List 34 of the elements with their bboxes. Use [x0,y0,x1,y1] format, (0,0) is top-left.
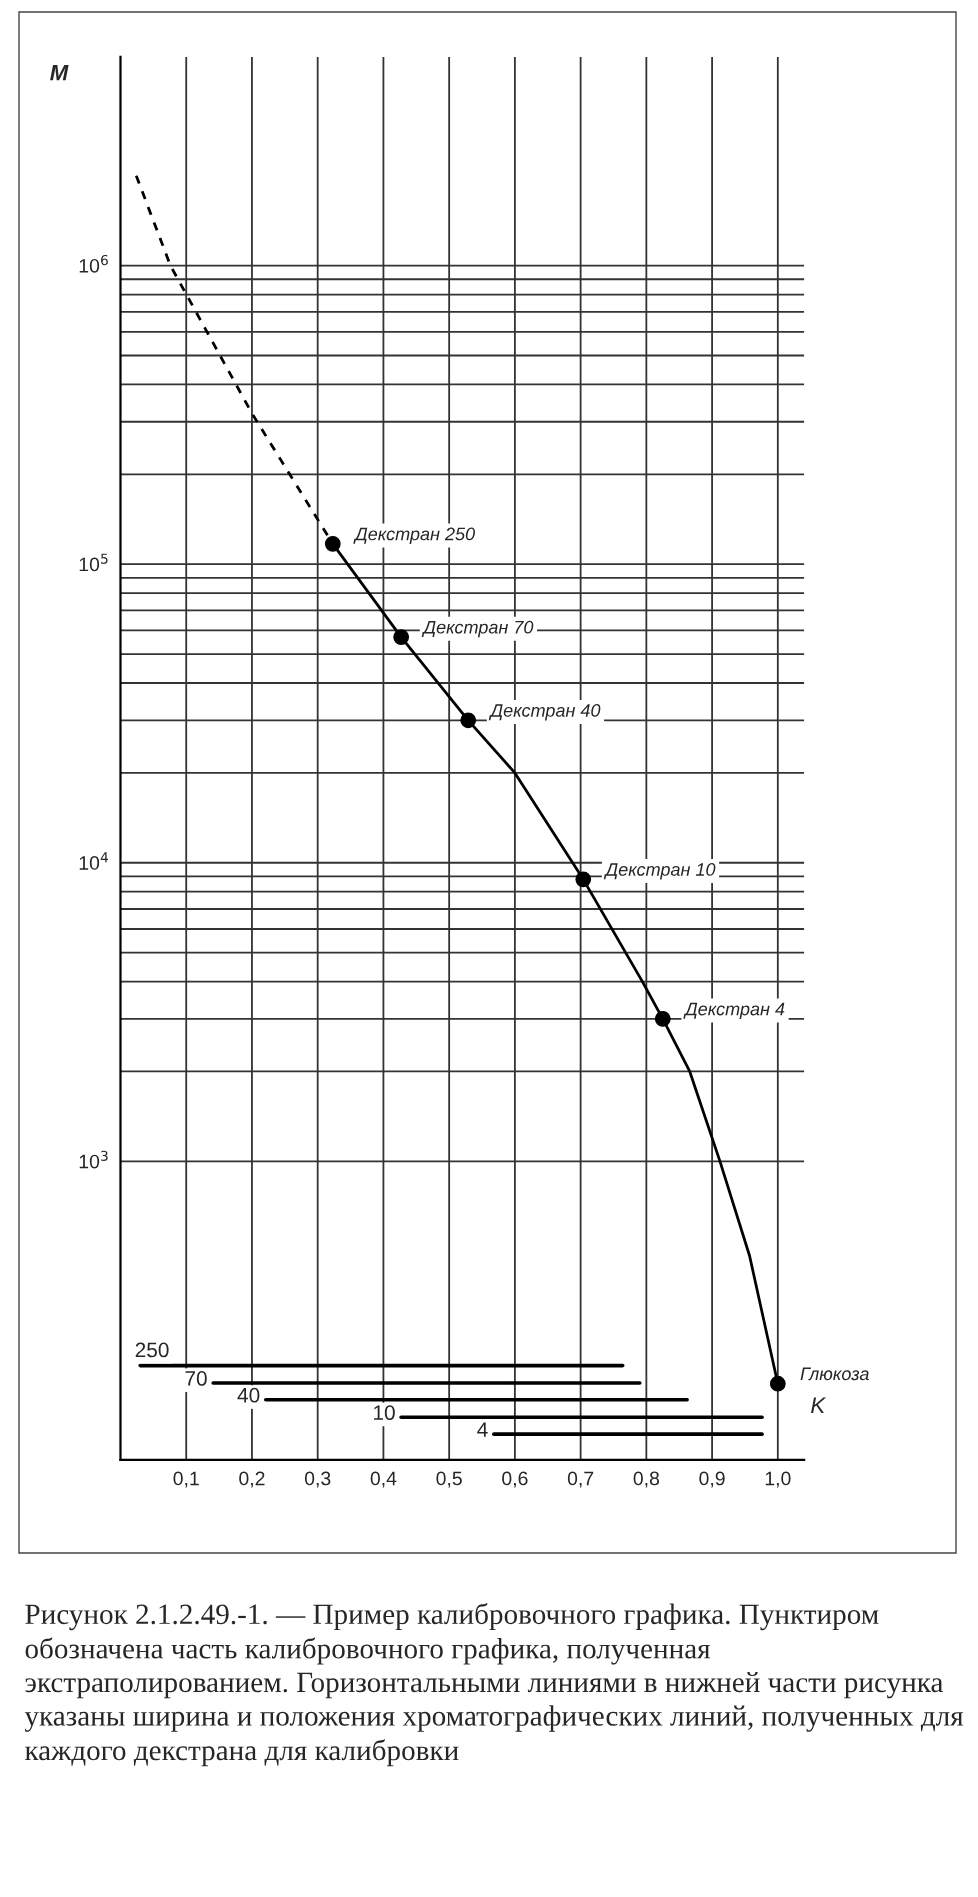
series-label: 10 [374,1405,395,1421]
y-axis-title: M [50,65,69,81]
y-tick-label: 10$^{4}$ [79,852,108,870]
x-tick-label: 0,9 [699,1471,725,1488]
y-tick-label: 10$^{5}$ [79,553,108,572]
x-axis-title: K [811,1397,827,1413]
y-tick-label: 10$^{6}$ [79,254,108,273]
x-tick-label: 0,3 [304,1471,331,1488]
annotation: Декстран 250 [353,527,475,544]
series-label: 250 [135,1342,169,1358]
point [575,871,592,888]
annotation: Глюкоза [800,1367,869,1381]
text: Рисунок 2.1.2.49.-1. — Пример калибровочного графика. Пунктиром обозначена часть калибровочного графика, полученная экстраполированием. Горизонтальными линиями в нижней части рисунка указаны ширина и положения хроматографических линий, полученных для каждого декстрана для калибровки [24,1602,964,1767]
annotation: Декстран 40 [488,704,601,721]
y-tick-label: 10$^{3}$ [79,1150,108,1169]
series-label: 40 [237,1387,260,1403]
point [460,712,477,729]
annotation: Декстран 10 [603,863,716,880]
point [324,535,341,552]
point [393,629,410,645]
x-tick-label: 0,6 [502,1471,528,1488]
series-label: 4 [477,1422,488,1437]
annotation: Декстран 70 [421,620,534,638]
series-label: 70 [185,1371,207,1386]
point [769,1375,786,1392]
point [654,1011,671,1027]
annotation: Декстран 4 [683,1002,785,1019]
x-tick-label: 0,1 [173,1471,199,1488]
x-tick-label: 0,2 [239,1471,265,1488]
x-tick-label: 1,0 [765,1471,791,1488]
x-tick-label: 0,4 [370,1471,397,1488]
x-tick-label: 0,8 [633,1471,660,1488]
x-tick-label: 0,7 [567,1471,594,1488]
x-tick-label: 0,5 [436,1471,462,1488]
